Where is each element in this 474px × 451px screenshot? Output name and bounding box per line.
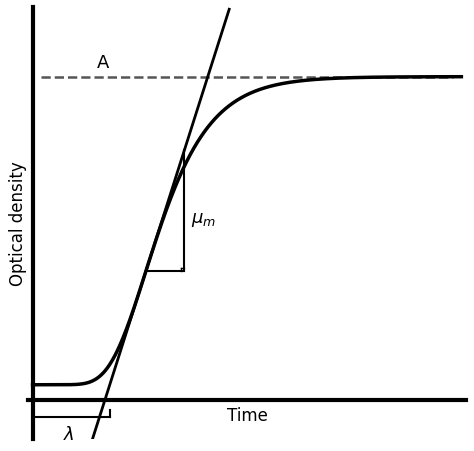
Y-axis label: Optical density: Optical density: [9, 161, 27, 286]
Text: $\lambda$: $\lambda$: [63, 425, 74, 443]
Text: $\mu_m$: $\mu_m$: [191, 211, 216, 229]
Text: A: A: [97, 54, 109, 72]
X-axis label: Time: Time: [227, 406, 267, 424]
